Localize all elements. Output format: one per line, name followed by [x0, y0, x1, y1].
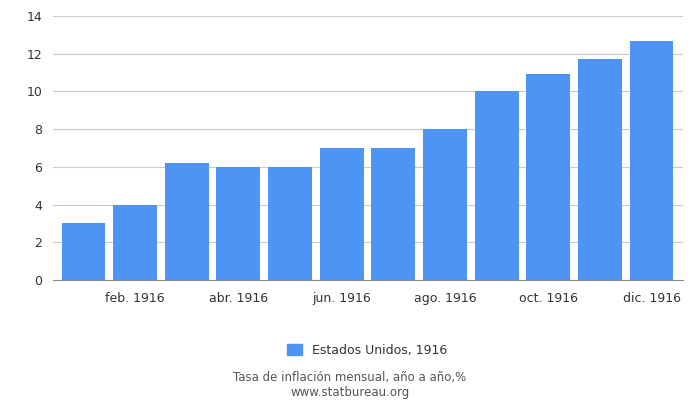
Bar [475, 92, 519, 280]
Bar [320, 148, 363, 280]
Legend: Estados Unidos, 1916: Estados Unidos, 1916 [282, 339, 453, 362]
Bar [372, 148, 415, 280]
Text: Tasa de inflación mensual, año a año,%: Tasa de inflación mensual, año a año,% [233, 372, 467, 384]
Bar [164, 163, 209, 280]
Bar [526, 74, 570, 280]
Bar [62, 224, 106, 280]
Bar [578, 59, 622, 280]
Text: www.statbureau.org: www.statbureau.org [290, 386, 410, 399]
Bar [113, 204, 157, 280]
Bar [423, 129, 467, 280]
Bar [268, 167, 312, 280]
Bar [629, 40, 673, 280]
Bar [216, 167, 260, 280]
